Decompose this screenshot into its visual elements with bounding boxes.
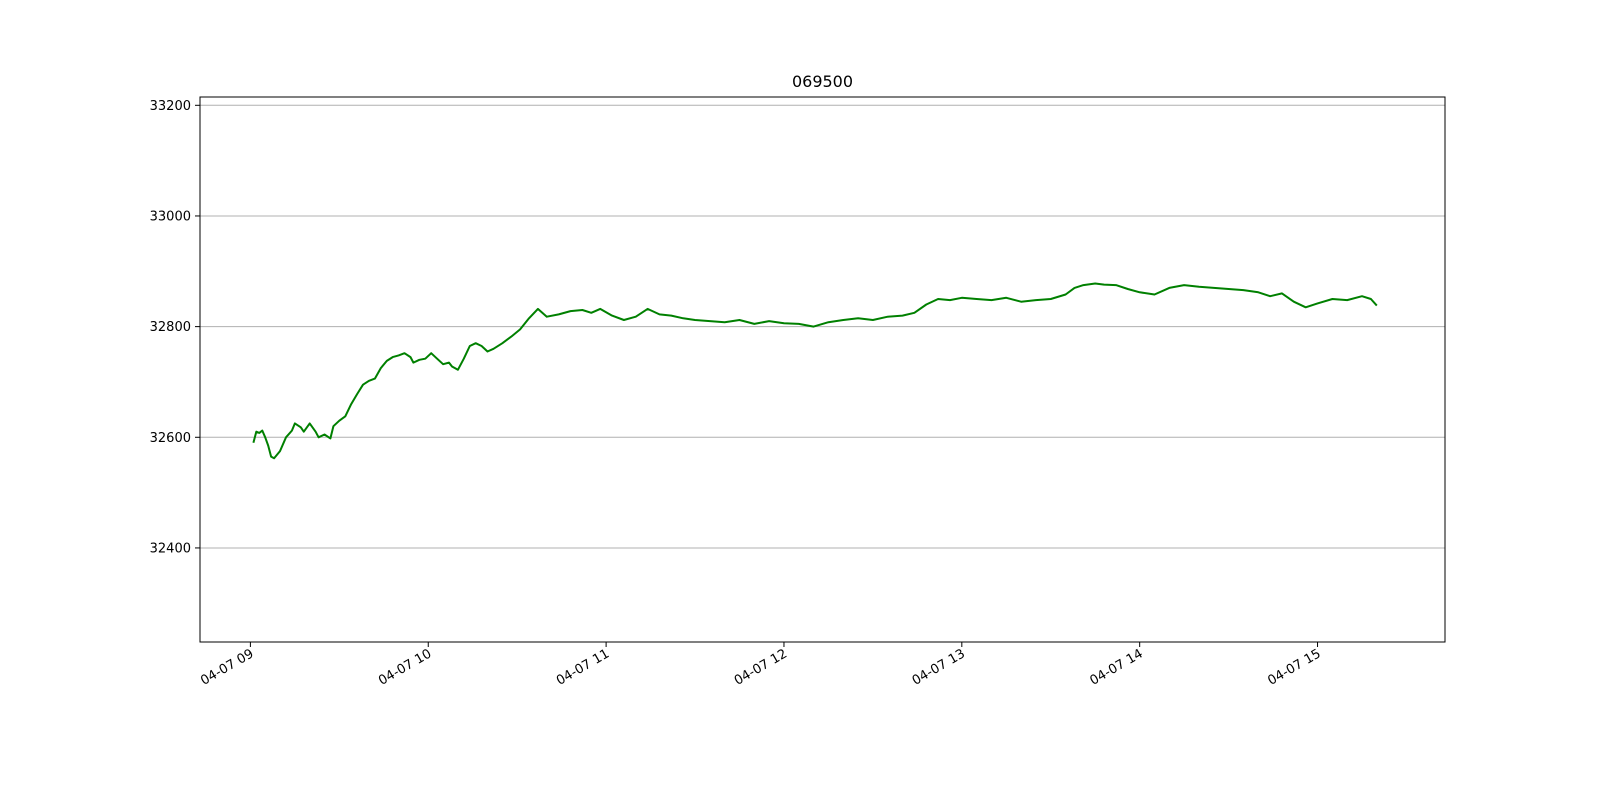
y-tick-label: 32800 <box>150 320 191 335</box>
plot-area-frame <box>199 96 1446 643</box>
series-line-0 <box>252 282 1378 460</box>
y-tick-label: 33200 <box>150 99 191 114</box>
y-tick-label: 32600 <box>150 431 191 446</box>
y-tick-label: 32400 <box>150 541 191 556</box>
y-axis: 32400 32600 32800 33000 33200 <box>150 99 200 556</box>
chart-title: 069500 <box>792 72 853 91</box>
grid-lines <box>200 104 1445 549</box>
series-layer <box>252 282 1378 460</box>
y-tick-label: 33000 <box>150 209 191 224</box>
